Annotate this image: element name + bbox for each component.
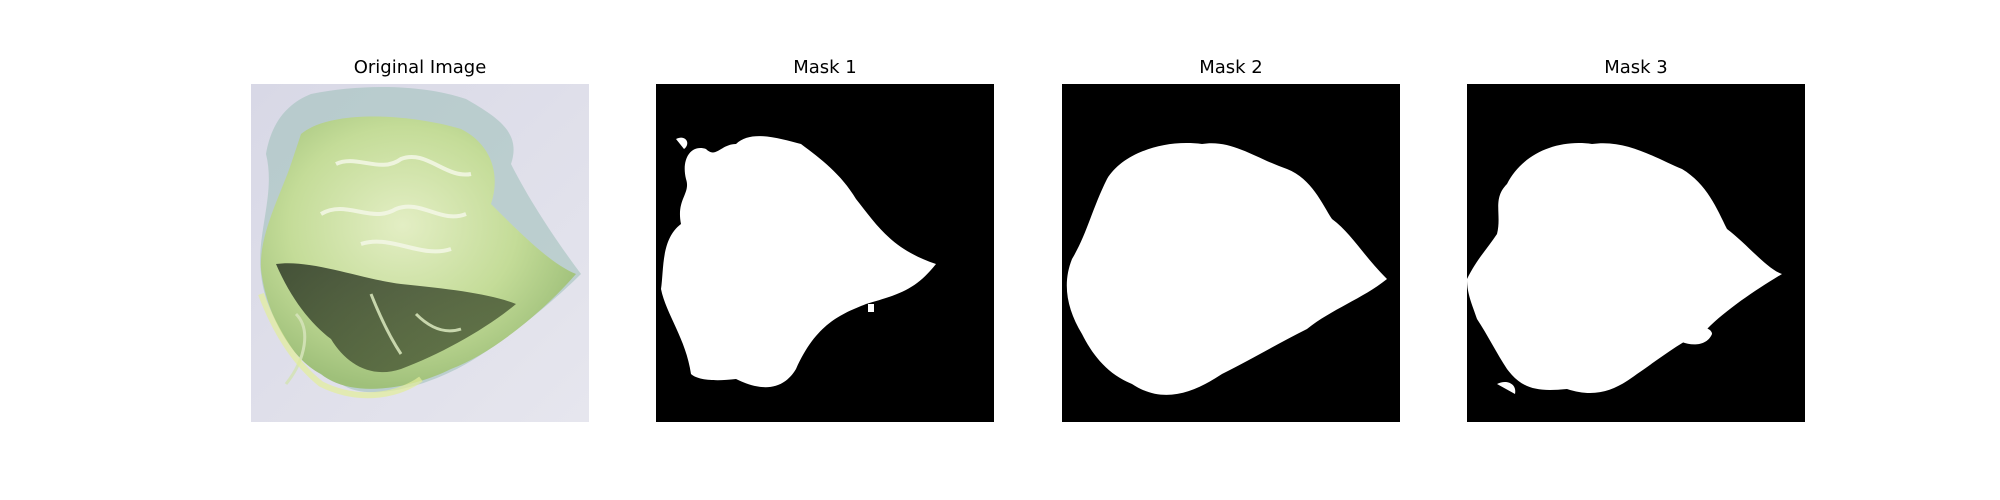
mask-1 xyxy=(656,84,994,422)
panel-title: Mask 2 xyxy=(1199,57,1263,78)
panel-title: Mask 3 xyxy=(1604,57,1668,78)
mask-1-image xyxy=(656,84,994,422)
mask-2 xyxy=(1062,84,1400,422)
mask-2-image xyxy=(1062,84,1400,422)
mask-3-image xyxy=(1467,84,1805,422)
original-image xyxy=(251,84,589,422)
panel-title: Original Image xyxy=(353,57,487,78)
panel-title: Mask 1 xyxy=(793,57,857,78)
mask-3 xyxy=(1467,84,1805,422)
cabbage-leaf-image xyxy=(251,84,589,422)
